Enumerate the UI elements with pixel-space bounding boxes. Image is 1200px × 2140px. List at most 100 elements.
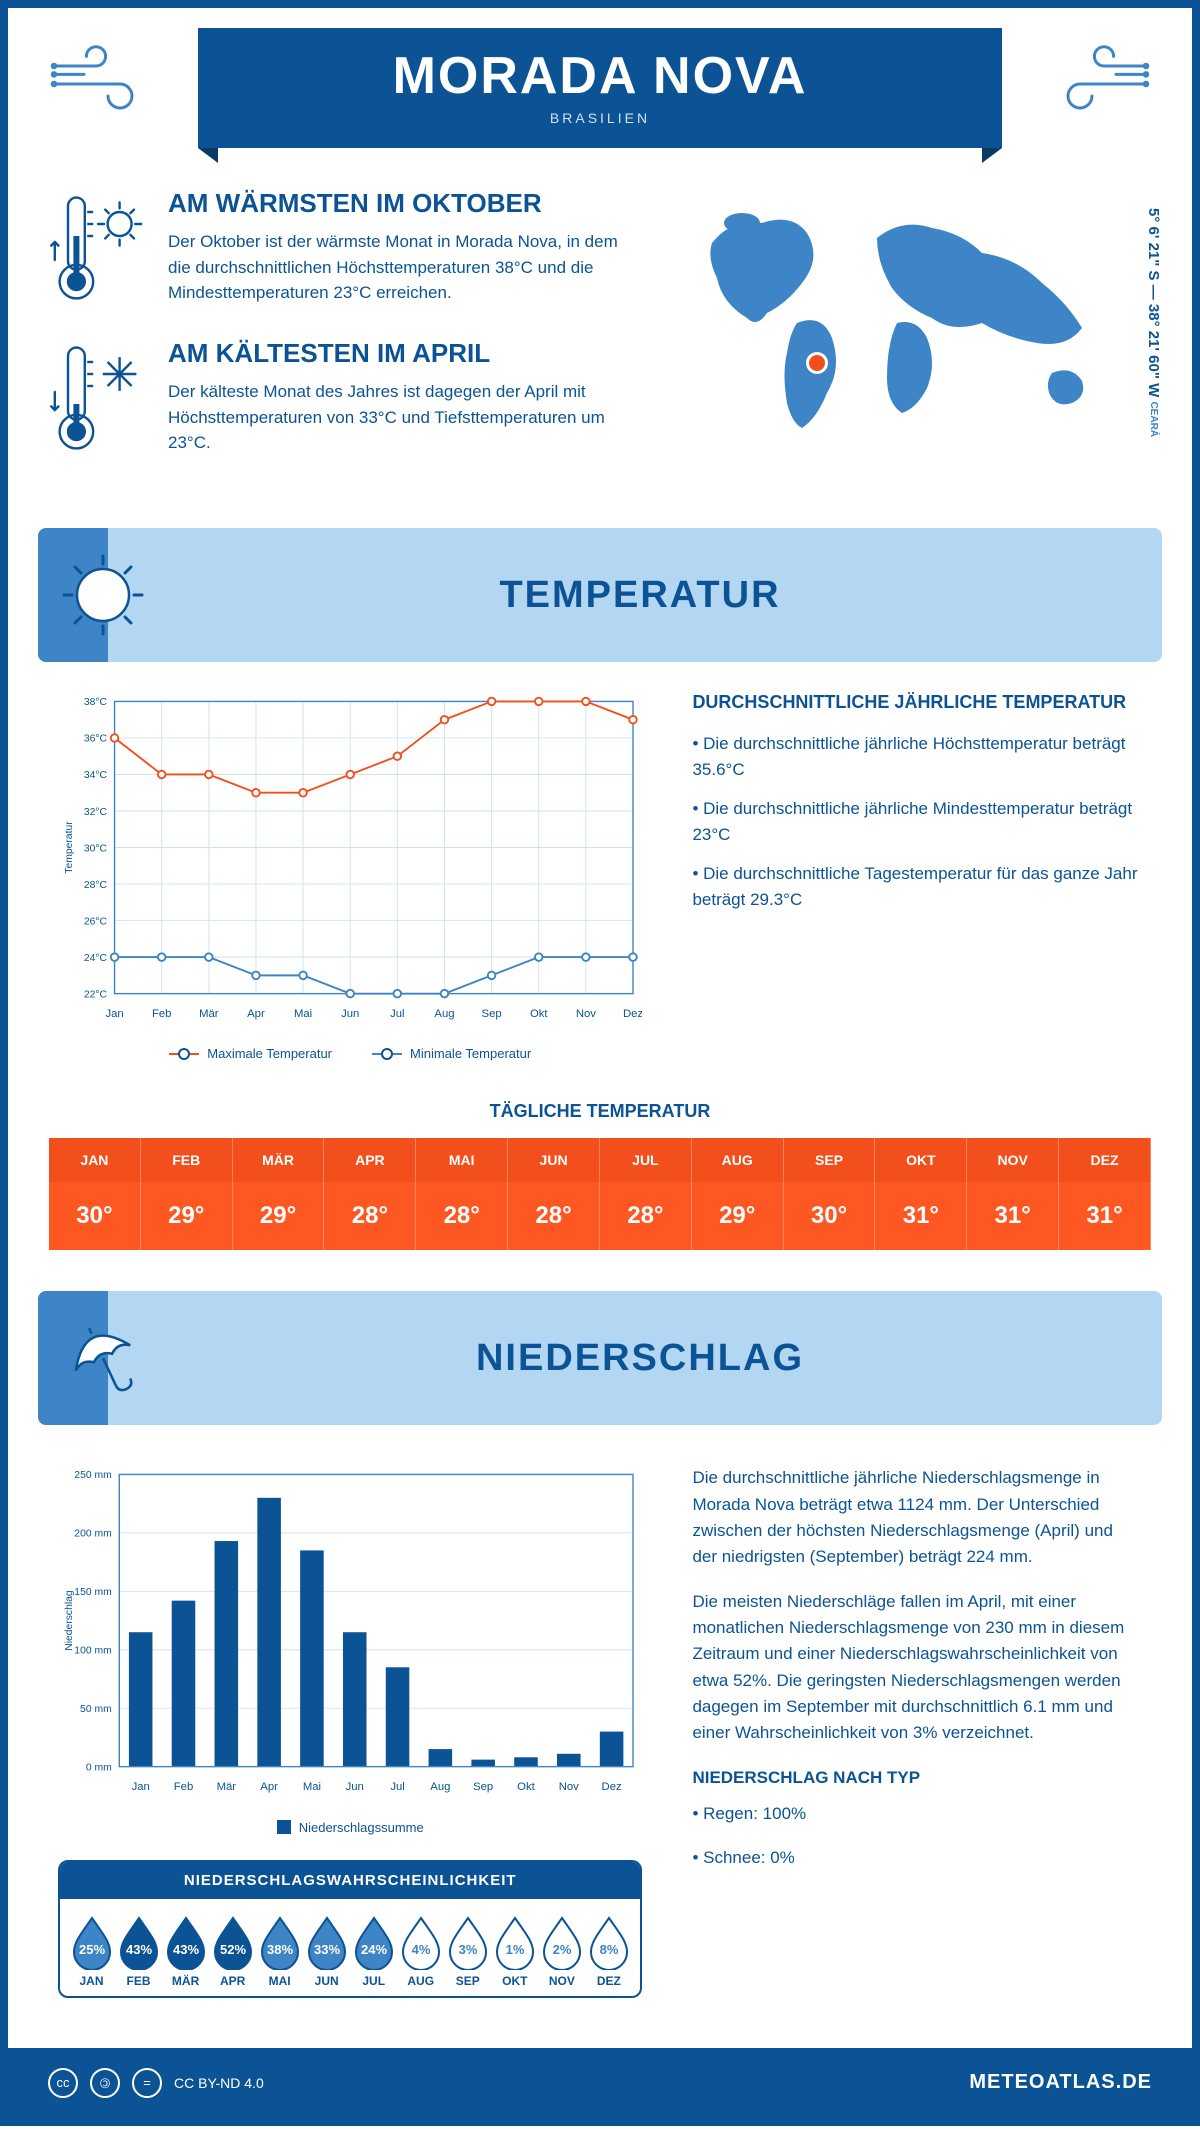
svg-text:24%: 24% (361, 1942, 387, 1957)
svg-text:Niederschlag: Niederschlag (64, 1590, 75, 1651)
chart-legend: Maximale Temperatur Minimale Temperatur (58, 1046, 642, 1061)
page-subtitle: BRASILIEN (238, 110, 962, 126)
svg-text:33%: 33% (314, 1942, 340, 1957)
svg-text:28°C: 28°C (84, 880, 108, 891)
thermometer-cold-icon (48, 338, 148, 458)
temperature-summary: DURCHSCHNITTLICHE JÄHRLICHE TEMPERATUR •… (692, 692, 1142, 1061)
site-name: METEOATLAS.DE (969, 2071, 1152, 2094)
svg-text:8%: 8% (599, 1942, 618, 1957)
precipitation-banner: NIEDERSCHLAG (38, 1291, 1162, 1425)
probability-cell: 52% APR (209, 1914, 256, 1988)
header: MORADA NOVA BRASILIEN (8, 8, 1192, 178)
svg-text:Nov: Nov (576, 1008, 596, 1020)
temperature-banner: TEMPERATUR (38, 528, 1162, 662)
svg-text:30°C: 30°C (84, 843, 108, 854)
warmest-title: AM WÄRMSTEN IM OKTOBER (168, 188, 642, 219)
probability-cell: 24% JUL (350, 1914, 397, 1988)
svg-text:Dez: Dez (602, 1782, 622, 1794)
svg-text:24°C: 24°C (84, 953, 108, 964)
svg-text:Aug: Aug (430, 1782, 450, 1794)
svg-text:Mai: Mai (303, 1782, 321, 1794)
probability-cell: 8% DEZ (585, 1914, 632, 1988)
daily-temp-title: TÄGLICHE TEMPERATUR (8, 1101, 1192, 1122)
svg-text:Apr: Apr (260, 1782, 278, 1794)
svg-text:1%: 1% (505, 1942, 524, 1957)
svg-text:0 mm: 0 mm (86, 1763, 112, 1774)
license-text: CC BY-ND 4.0 (174, 2075, 264, 2091)
intro-section: AM WÄRMSTEN IM OKTOBER Der Oktober ist d… (8, 178, 1192, 518)
cc-icon: cc (48, 2068, 78, 2098)
svg-text:2%: 2% (552, 1942, 571, 1957)
probability-cell: 43% FEB (115, 1914, 162, 1988)
svg-text:Mai: Mai (294, 1008, 312, 1020)
probability-cell: 25% JAN (68, 1914, 115, 1988)
temperature-heading: TEMPERATUR (148, 574, 1132, 617)
svg-text:Apr: Apr (247, 1008, 265, 1020)
temperature-chart: 22°C24°C26°C28°C30°C32°C34°C36°C38°CJanF… (58, 692, 642, 1061)
svg-text:Sep: Sep (482, 1008, 502, 1020)
sun-icon (58, 550, 148, 640)
svg-text:Jun: Jun (346, 1782, 364, 1794)
svg-text:Okt: Okt (530, 1008, 548, 1020)
svg-text:43%: 43% (173, 1942, 199, 1957)
probability-box: NIEDERSCHLAGSWAHRSCHEINLICHKEIT 25% JAN … (58, 1860, 642, 1998)
precipitation-summary: Die durchschnittliche jährliche Niedersc… (692, 1465, 1142, 1997)
svg-text:Jun: Jun (341, 1008, 359, 1020)
svg-text:38%: 38% (267, 1942, 293, 1957)
precipitation-heading: NIEDERSCHLAG (148, 1337, 1132, 1380)
thermometer-hot-icon (48, 188, 148, 308)
svg-text:Feb: Feb (174, 1782, 193, 1794)
svg-text:200 mm: 200 mm (74, 1529, 111, 1540)
svg-text:26°C: 26°C (84, 916, 108, 927)
svg-text:Mär: Mär (199, 1008, 219, 1020)
world-map: 5° 6' 21" S — 38° 21' 60" W CEARÁ (672, 188, 1152, 488)
precipitation-chart: 0 mm 50 mm 100 mm 150 mm 200 mm 250 mm Nieders… (58, 1465, 642, 1834)
probability-cell: 2% NOV (538, 1914, 585, 1988)
warmest-text: Der Oktober ist der wärmste Monat in Mor… (168, 229, 642, 306)
coldest-block: AM KÄLTESTEN IM APRIL Der kälteste Monat… (48, 338, 642, 458)
svg-text:Jan: Jan (105, 1008, 123, 1020)
coldest-text: Der kälteste Monat des Jahres ist dagege… (168, 379, 642, 456)
daily-temp-table: JANFEBMÄRAPRMAIJUNJULAUGSEPOKTNOVDEZ30°2… (48, 1137, 1152, 1251)
svg-text:52%: 52% (220, 1942, 246, 1957)
svg-text:34°C: 34°C (84, 770, 108, 781)
svg-text:Jan: Jan (132, 1782, 150, 1794)
title-ribbon: MORADA NOVA BRASILIEN (198, 28, 1002, 148)
svg-text:Aug: Aug (434, 1008, 454, 1020)
svg-text:Sep: Sep (473, 1782, 493, 1794)
wind-icon (38, 28, 178, 128)
coldest-title: AM KÄLTESTEN IM APRIL (168, 338, 642, 369)
svg-text:36°C: 36°C (84, 734, 108, 745)
svg-text:Temperatur: Temperatur (64, 821, 75, 874)
svg-text:43%: 43% (126, 1942, 152, 1957)
page-title: MORADA NOVA (238, 46, 962, 106)
svg-text:38°C: 38°C (84, 697, 108, 708)
probability-cell: 43% MÄR (162, 1914, 209, 1988)
svg-text:Dez: Dez (623, 1008, 642, 1020)
warmest-block: AM WÄRMSTEN IM OKTOBER Der Oktober ist d… (48, 188, 642, 308)
probability-cell: 3% SEP (444, 1914, 491, 1988)
svg-text:4%: 4% (411, 1942, 430, 1957)
svg-text:250 mm: 250 mm (74, 1471, 111, 1482)
probability-cell: 4% AUG (397, 1914, 444, 1988)
svg-text:25%: 25% (79, 1942, 105, 1957)
svg-text:3%: 3% (458, 1942, 477, 1957)
nd-icon: = (132, 2068, 162, 2098)
probability-cell: 38% MAI (256, 1914, 303, 1988)
svg-text:Mär: Mär (217, 1782, 237, 1794)
footer: cc 🄯 = CC BY-ND 4.0 METEOATLAS.DE (8, 2048, 1192, 2118)
by-icon: 🄯 (90, 2068, 120, 2098)
probability-cell: 33% JUN (303, 1914, 350, 1988)
wind-icon (1022, 28, 1162, 128)
svg-text:150 mm: 150 mm (74, 1587, 111, 1598)
svg-text:32°C: 32°C (84, 807, 108, 818)
svg-text:Nov: Nov (559, 1782, 579, 1794)
umbrella-icon (58, 1313, 148, 1403)
svg-text:Okt: Okt (517, 1782, 535, 1794)
svg-text:Jul: Jul (390, 1782, 404, 1794)
probability-cell: 1% OKT (491, 1914, 538, 1988)
svg-text:100 mm: 100 mm (74, 1646, 111, 1657)
svg-text:Jul: Jul (390, 1008, 404, 1020)
svg-text:50 mm: 50 mm (80, 1704, 112, 1715)
svg-text:Feb: Feb (152, 1008, 171, 1020)
